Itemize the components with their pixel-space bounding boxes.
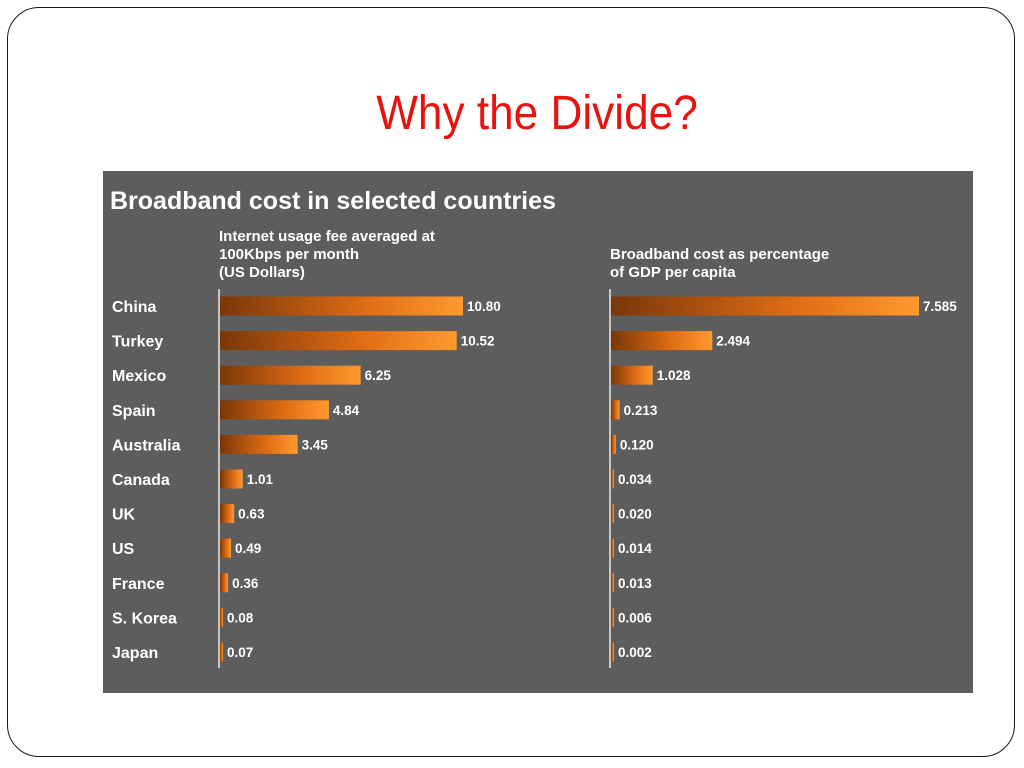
bar (611, 434, 616, 454)
slide-title: Why the Divide? (376, 87, 698, 140)
bar (220, 642, 223, 662)
bar (220, 607, 223, 627)
category-label: France (112, 576, 165, 593)
bar-value-label: 0.013 (618, 576, 652, 591)
bar (611, 469, 614, 489)
category-label: Mexico (112, 368, 166, 385)
panel-heading-line: (US Dollars) (219, 264, 305, 281)
panel-heading-line: of GDP per capita (610, 264, 736, 281)
category-label: Turkey (112, 334, 163, 351)
bar (220, 400, 329, 420)
category-label: UK (112, 507, 136, 524)
bar (611, 400, 620, 420)
category-label: Japan (112, 645, 158, 662)
bar-value-label: 0.63 (238, 507, 265, 522)
bar-value-label: 2.494 (716, 334, 750, 349)
bar (220, 504, 235, 524)
bar (220, 469, 243, 489)
bar (611, 331, 713, 351)
bar (611, 642, 614, 662)
panel-heading-line: Internet usage fee averaged at (219, 228, 435, 245)
bar-value-label: 0.49 (235, 541, 261, 556)
bar (611, 296, 919, 316)
bar-value-label: 3.45 (302, 437, 329, 452)
bar (220, 434, 298, 454)
category-label: S. Korea (112, 610, 177, 627)
bar-value-label: 1.028 (657, 368, 691, 383)
bar (220, 538, 232, 558)
bar (611, 573, 614, 593)
bar-value-label: 10.52 (461, 334, 495, 349)
bar (220, 365, 361, 385)
bar-value-label: 1.01 (247, 472, 274, 487)
bar-value-label: 0.36 (232, 576, 259, 591)
category-label: Canada (112, 472, 170, 489)
bar (611, 365, 653, 385)
panel-heading-line: Broadband cost as percentage (610, 246, 829, 263)
bar-value-label: 4.84 (333, 403, 360, 418)
bar-value-label: 0.034 (618, 472, 652, 487)
bar (220, 331, 457, 351)
category-label: US (112, 541, 135, 558)
broadband-cost-chart: Broadband cost in selected countries Chin… (110, 187, 957, 668)
chart-panel: Broadband cost in selected countries Chin… (103, 171, 973, 693)
bar-value-label: 10.80 (467, 299, 501, 314)
bar (611, 538, 614, 558)
panel-heading-line: 100Kbps per month (219, 246, 359, 263)
bar-value-label: 0.120 (620, 437, 654, 452)
bar-value-label: 0.08 (227, 610, 254, 625)
bar-value-label: 0.014 (618, 541, 652, 556)
category-label: Australia (112, 437, 181, 454)
bar (220, 573, 229, 593)
bar (220, 296, 463, 316)
category-label: China (112, 299, 157, 316)
bar-value-label: 0.020 (618, 507, 652, 522)
bar-value-label: 0.07 (227, 645, 253, 660)
bar-value-label: 0.002 (618, 645, 652, 660)
category-label: Spain (112, 403, 156, 420)
bar-value-label: 6.25 (365, 368, 392, 383)
bar-value-label: 0.006 (618, 610, 652, 625)
bar-value-label: 7.585 (923, 299, 957, 314)
bar-value-label: 0.213 (624, 403, 658, 418)
bar (611, 504, 614, 524)
chart-title: Broadband cost in selected countries (110, 187, 556, 215)
bar (611, 607, 614, 627)
